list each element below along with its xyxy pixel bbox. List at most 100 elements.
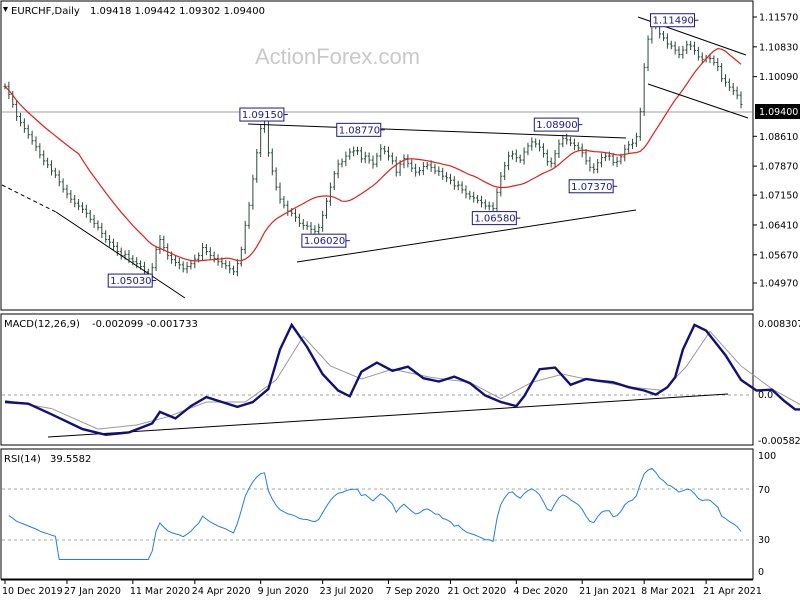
price-bar (22, 118, 26, 133)
price-bar (108, 234, 112, 247)
price-bar (359, 146, 363, 163)
trendline-dashed (1, 184, 57, 213)
price-bar (468, 190, 472, 200)
price-tick-label: 1.07870 (759, 162, 798, 173)
macd-label: MACD(12,26,9) (4, 319, 80, 330)
price-tick-label: 1.05670 (759, 250, 798, 261)
price-bar (173, 255, 177, 267)
price-bar (201, 243, 205, 261)
price-bar (46, 157, 50, 169)
channel-lower (647, 83, 749, 119)
price-bar (363, 151, 367, 164)
svg-text:1.05030: 1.05030 (110, 276, 151, 287)
time-axis: 10 Dec 2019 27 Jan 2020 11 Mar 2020 24 Apr … (1, 579, 762, 597)
price-bar (646, 35, 650, 72)
price-bar (294, 208, 298, 222)
price-bar (402, 154, 406, 169)
price-bar (724, 74, 728, 87)
price-bar (325, 197, 329, 219)
price-bar (665, 33, 669, 49)
price-bar (367, 152, 371, 164)
price-annotation: 1.07370 (568, 179, 618, 194)
price-bar (429, 160, 433, 172)
price-tick-label: 1.06410 (759, 220, 798, 231)
price-bar (514, 149, 518, 163)
price-bar (576, 142, 580, 152)
price-bar (92, 214, 96, 228)
price-bar (448, 173, 452, 185)
price-bar (507, 151, 511, 171)
rsi-value: 39.5582 (50, 454, 91, 465)
trendline-lower (296, 209, 637, 263)
price-bar (30, 130, 34, 145)
macd-signal-line (4, 330, 800, 430)
price-bar (642, 63, 646, 116)
price-bar (433, 164, 437, 175)
macd-tick-top: 0.008307 (758, 319, 800, 330)
watermark: ActionForex.com (255, 44, 420, 69)
price-bar (278, 182, 282, 204)
price-bar (177, 258, 181, 270)
price-bar (638, 107, 642, 141)
time-tick-label: 21 Jan 2021 (579, 586, 636, 597)
rsi-label: RSI(14) (4, 454, 41, 465)
current-price-box (755, 104, 800, 119)
price-bar (301, 218, 305, 230)
price-bar (700, 52, 704, 64)
price-bar (693, 41, 697, 55)
price-annotation: 1.11490 (650, 13, 699, 28)
time-tick-label: 21 Apr 2021 (703, 586, 762, 597)
price-bar (69, 190, 73, 204)
svg-text:1.11490: 1.11490 (653, 16, 694, 27)
price-bar (379, 144, 383, 161)
price-bar (65, 184, 69, 199)
price-bar (479, 195, 483, 208)
price-tick-label: 1.10090 (759, 72, 798, 83)
price-bar (328, 182, 332, 206)
price-bar (38, 143, 42, 159)
price-bar (662, 30, 666, 41)
price-bar (491, 202, 495, 213)
price-bar (77, 198, 81, 211)
price-annotation: 1.09150 (239, 107, 288, 122)
current-price-label: 1.09400 (759, 107, 798, 118)
price-bar (204, 243, 208, 256)
price-bar (727, 78, 731, 91)
price-bar (452, 176, 456, 190)
price-bar (115, 242, 119, 256)
price-bar (212, 251, 216, 263)
price-bar (456, 180, 460, 191)
price-bar (530, 137, 534, 151)
price-bar (716, 57, 720, 72)
price-bar (627, 141, 631, 153)
price-bar (569, 136, 573, 147)
price-bar (228, 261, 232, 274)
price-bar (216, 254, 220, 266)
price-bar (80, 202, 84, 214)
macd-values: -0.002099 -0.001733 (92, 319, 198, 330)
svg-text:1.07370: 1.07370 (571, 182, 612, 193)
price-bar (348, 148, 352, 160)
price-bar (677, 46, 681, 59)
time-tick-label: 11 Mar 2020 (130, 586, 190, 597)
time-tick-label: 23 Jul 2020 (320, 586, 374, 597)
price-bars (3, 15, 743, 285)
price-bar (332, 170, 336, 191)
price-bar (18, 112, 22, 127)
price-bar (445, 171, 449, 183)
price-bar (476, 194, 480, 204)
price-bar (84, 204, 88, 218)
price-bar (243, 220, 247, 255)
price-bar (73, 195, 77, 208)
price-bar (305, 221, 309, 231)
price-bar (561, 135, 565, 148)
price-bar (696, 46, 700, 61)
time-tick-label: 24 Apr 2020 (192, 586, 251, 597)
symbol-label: EURCHF,Daily (11, 6, 80, 17)
price-bar (154, 246, 158, 272)
price-bar (483, 199, 487, 210)
rsi-tick-30: 30 (758, 535, 770, 546)
price-tick-label: 1.08610 (759, 132, 798, 143)
macd-trendline (47, 393, 729, 438)
